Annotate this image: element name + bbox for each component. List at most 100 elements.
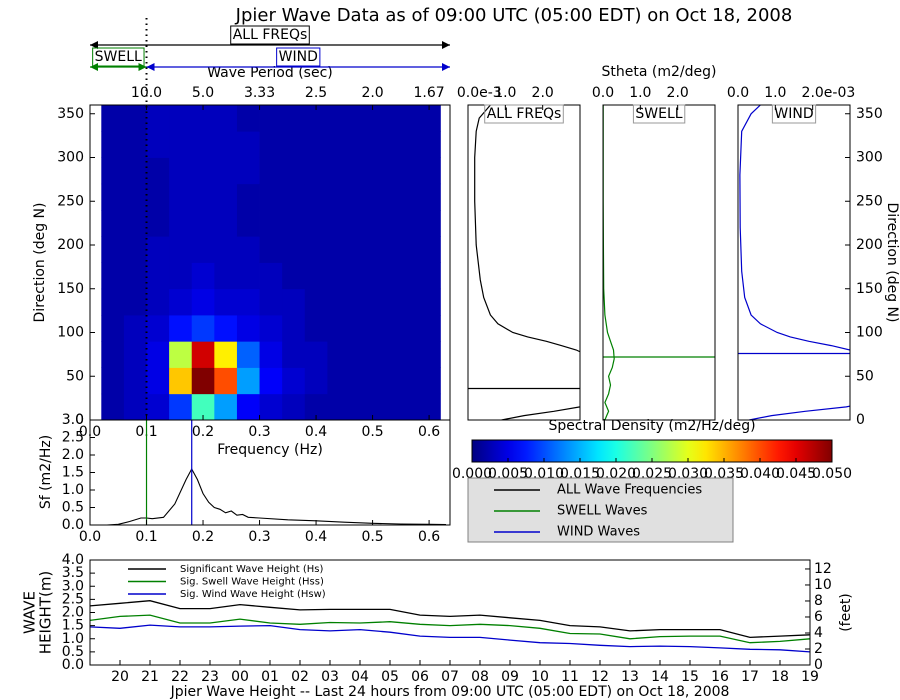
panel-title-box <box>632 104 686 124</box>
heat-cell <box>349 236 373 263</box>
panel-title: SWELL <box>635 106 682 122</box>
heat-cell <box>349 315 373 342</box>
heat-cell <box>395 183 419 211</box>
heat-cell <box>259 393 283 421</box>
band-label: SWELL <box>95 49 142 65</box>
heat-cell <box>417 210 441 237</box>
heat-cell <box>101 183 125 211</box>
heat-cell <box>101 393 125 421</box>
heat-cell <box>327 288 351 316</box>
heat-cell <box>191 157 215 185</box>
x-tick-label: 09 <box>501 669 519 685</box>
heat-cell <box>101 131 125 158</box>
y-tick-label: 0.5 <box>62 644 84 660</box>
heat-cell <box>146 341 170 368</box>
heat-cell <box>304 157 328 185</box>
heat-cell <box>214 315 238 342</box>
heat-cell <box>349 288 373 316</box>
heat-cell <box>169 131 193 158</box>
heat-cell <box>327 210 351 237</box>
y-tick-label: 3.0 <box>62 412 84 428</box>
heat-cell <box>349 157 373 185</box>
y-tick-label: 250 <box>856 193 883 209</box>
heat-cell <box>214 393 238 421</box>
x-tick-label: 0.4 <box>305 529 327 545</box>
y-tick-label: 50 <box>856 368 874 384</box>
y-tick-label: 350 <box>57 106 84 122</box>
heat-cell <box>372 157 396 185</box>
heat-cell <box>214 105 238 132</box>
arrow-head <box>146 63 155 71</box>
heat-cell <box>214 341 238 368</box>
arrow-head <box>138 63 147 71</box>
panel-title-box <box>484 104 564 124</box>
heat-cell <box>417 131 441 158</box>
colorbar-tick-label: 0.050 <box>812 466 852 482</box>
y-tick-label: 1.5 <box>62 618 84 634</box>
heat-cell <box>191 315 215 342</box>
heat-cell <box>395 157 419 185</box>
heat-cell <box>304 262 328 290</box>
heat-cell <box>191 131 215 158</box>
heat-cell <box>101 210 125 237</box>
heat-cell <box>259 105 283 132</box>
legend-label: ALL Wave Frequencies <box>557 483 702 498</box>
heat-cell <box>259 315 283 342</box>
x-tick-label: 2.0 <box>802 85 824 101</box>
heat-cell <box>282 315 306 342</box>
height-line <box>89 624 811 653</box>
x-tick-label: 23 <box>201 669 219 685</box>
heat-cell <box>417 157 441 185</box>
heat-cell <box>259 183 283 211</box>
heat-cell <box>395 131 419 158</box>
x-axis-label: Frequency (Hz) <box>217 442 323 458</box>
x-tick-label: 1.0 <box>764 85 786 101</box>
height-line <box>89 600 811 639</box>
x-tick-label: 15 <box>681 669 699 685</box>
x-tick-label: 0.6 <box>418 424 440 440</box>
x-tick-label: 2.0 <box>667 85 689 101</box>
heat-cell <box>123 210 147 237</box>
heat-cell <box>123 236 147 263</box>
y-tick-label: 350 <box>856 106 883 122</box>
heat-cell <box>191 236 215 263</box>
heat-cell <box>123 131 147 158</box>
heat-cell <box>304 183 328 211</box>
heat-cell <box>146 315 170 342</box>
band-label: ALL FREQs <box>233 27 308 43</box>
band-label: WIND <box>279 49 318 65</box>
heat-cell <box>395 105 419 132</box>
x-tick-label: 10 <box>531 669 549 685</box>
heat-cell <box>236 393 260 421</box>
heat-cell <box>349 367 373 395</box>
heat-cell <box>123 393 147 421</box>
heat-cell <box>146 157 170 185</box>
heat-cell <box>395 262 419 290</box>
heat-cell <box>101 315 125 342</box>
y-axis-label: Direction (deg N) <box>884 203 900 323</box>
axis-offset-label: e-3 <box>479 85 502 101</box>
x-tick-label: 0.3 <box>248 529 270 545</box>
heat-cell <box>123 183 147 211</box>
heat-cell <box>101 157 125 185</box>
y-tick-label: 250 <box>57 193 84 209</box>
y2-tick-label: 4 <box>814 625 823 641</box>
heat-cell <box>304 131 328 158</box>
heat-cell <box>123 315 147 342</box>
heat-cell <box>372 236 396 263</box>
band-label-box <box>92 47 145 67</box>
y-axis-label: Direction (deg N) <box>32 203 48 323</box>
heat-cell <box>304 236 328 263</box>
x-tick-label: 03 <box>321 669 339 685</box>
y-tick-label: 1.0 <box>62 631 84 647</box>
heat-cell <box>327 236 351 263</box>
heat-cell <box>236 157 260 185</box>
x-tick-label: 0.0 <box>79 529 101 545</box>
heat-cell <box>214 131 238 158</box>
y-axis-label: WAVE <box>21 591 39 634</box>
heat-cell <box>304 341 328 368</box>
y2-tick-label: 6 <box>814 609 823 625</box>
legend-label: Sig. Swell Wave Height (Hss) <box>180 577 324 588</box>
axis-offset-label: e-03 <box>824 85 855 101</box>
heat-cell <box>372 315 396 342</box>
